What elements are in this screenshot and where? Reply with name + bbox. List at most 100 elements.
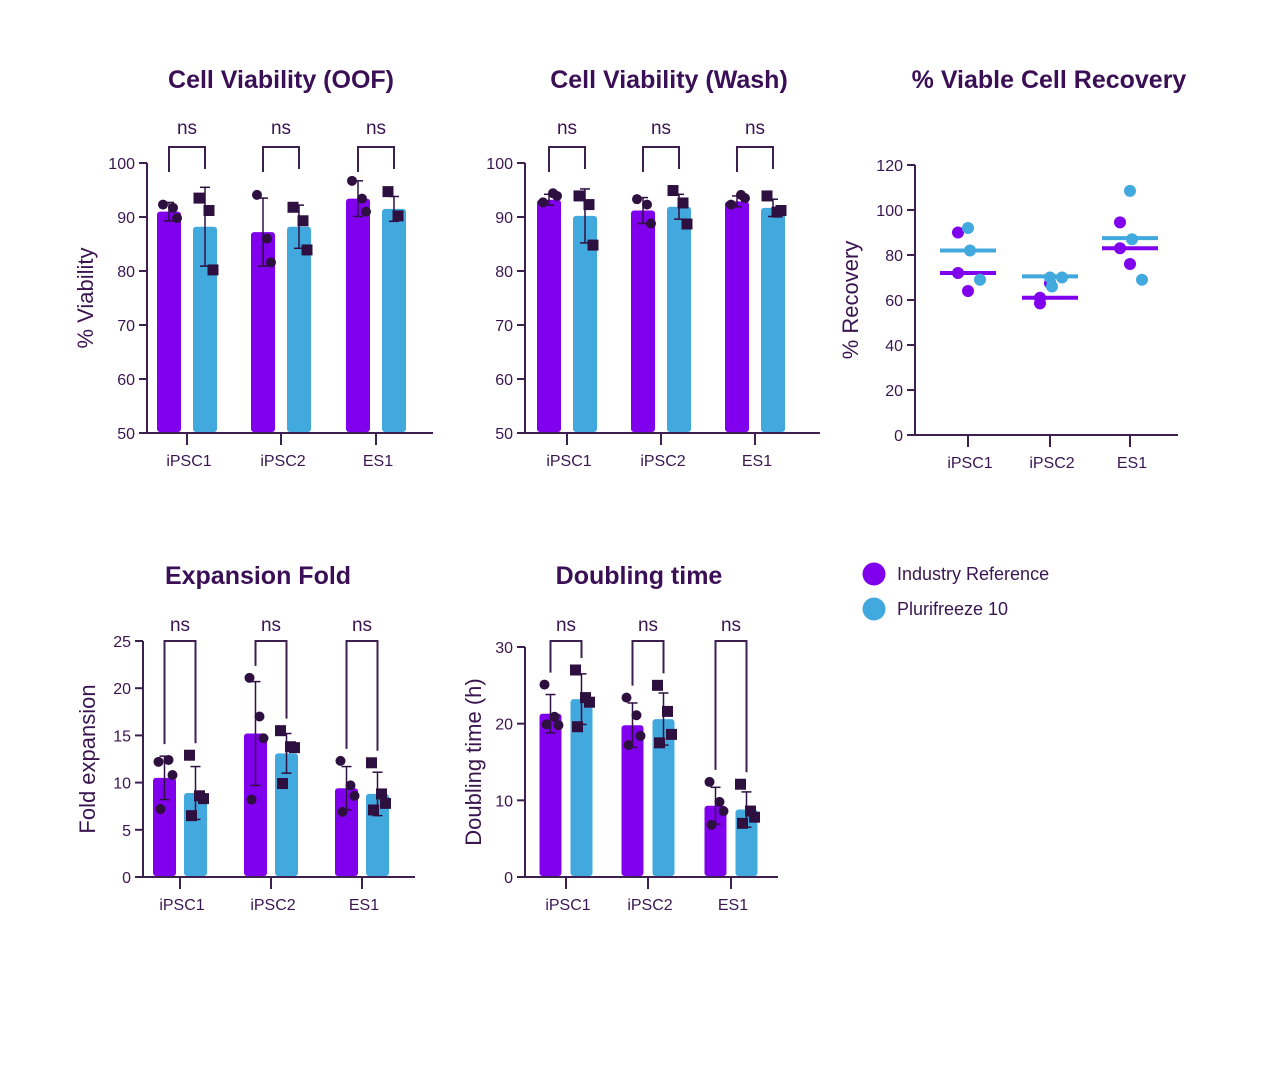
y-axis-label: % Recovery [838, 241, 863, 360]
data-point-square [761, 190, 773, 202]
data-point-square [376, 788, 387, 800]
x-tick-label: iPSC2 [1029, 455, 1074, 472]
data-point-circle [623, 740, 634, 751]
data-point-circle [335, 755, 346, 766]
chart-title: Doubling time [556, 562, 723, 590]
y-tick-label: 80 [495, 264, 513, 281]
bar-plurifreeze-10 [193, 226, 217, 432]
data-point-circle [549, 711, 560, 722]
y-tick-label: 0 [894, 428, 903, 445]
point-plurifreeze-10 [974, 273, 986, 286]
data-point-square [573, 190, 585, 202]
point-industry-reference [1114, 242, 1126, 255]
data-point-square [775, 205, 787, 217]
bar-industry-reference [153, 777, 176, 876]
data-point-circle [266, 257, 276, 268]
x-tick-label: iPSC1 [546, 453, 591, 470]
data-point-circle [726, 199, 736, 210]
bar-plurifreeze-10 [573, 215, 597, 432]
data-point-circle [646, 218, 656, 229]
data-point-square [749, 811, 760, 823]
bar-plurifreeze-10 [761, 207, 785, 432]
bar-industry-reference [631, 210, 655, 432]
significance-bracket [163, 640, 197, 745]
point-plurifreeze-10 [1124, 184, 1136, 197]
significance-bracket [357, 146, 395, 172]
bar-plurifreeze-10 [382, 208, 406, 432]
data-point-circle [541, 719, 552, 730]
data-point-square [366, 757, 377, 769]
data-point-circle [262, 233, 272, 244]
y-tick-label: 25 [113, 634, 131, 651]
significance-bracket [168, 146, 206, 172]
significance-bracket [736, 146, 774, 172]
chart-2: % Viable Cell Recovery % Recovery 0 20 40 60 8… [838, 66, 1186, 472]
data-point-circle [345, 780, 356, 791]
y-tick-label: 60 [885, 293, 903, 310]
chart-4: Doubling time Doubling time (h) 0 10 20 30 iPS… [461, 562, 778, 914]
significance-label: ns [721, 615, 741, 636]
y-axis-label: % Viability [73, 247, 98, 348]
data-point-circle [258, 733, 269, 744]
y-tick-label: 20 [885, 383, 903, 400]
bar-industry-reference [157, 211, 181, 432]
legend-swatch [862, 597, 886, 621]
y-tick-label: 5 [122, 823, 131, 840]
y-tick-label: 100 [876, 203, 903, 220]
data-point-circle [631, 710, 642, 721]
chart-title: Cell Viability (Wash) [550, 66, 788, 94]
data-point-square [652, 679, 663, 691]
data-point-square [297, 215, 309, 227]
x-tick-label: iPSC2 [627, 897, 672, 914]
y-tick-label: 60 [117, 372, 135, 389]
significance-bracket [262, 146, 300, 172]
point-plurifreeze-10 [1136, 273, 1148, 286]
data-point-circle [706, 819, 717, 830]
x-tick-label: iPSC2 [250, 897, 295, 914]
y-tick-label: 0 [122, 870, 131, 887]
y-axis-label: Doubling time (h) [461, 678, 486, 846]
x-tick-label: iPSC1 [545, 897, 590, 914]
data-point-circle [244, 672, 255, 683]
significance-label: ns [170, 615, 190, 636]
y-tick-label: 20 [113, 681, 131, 698]
data-point-circle [635, 730, 646, 741]
data-point-circle [254, 711, 265, 722]
chart-1: Cell Viability (Wash) 50 60 70 80 90 100 iPSC1 i… [486, 66, 820, 470]
data-point-square [677, 197, 689, 209]
point-industry-reference [952, 267, 964, 279]
point-plurifreeze-10 [1046, 280, 1058, 293]
data-point-square [584, 696, 595, 708]
bar-industry-reference [539, 713, 562, 876]
data-point-square [275, 725, 286, 737]
y-axis-label: Fold expansion [75, 684, 100, 833]
significance-label: ns [352, 615, 372, 636]
data-point-square [570, 664, 581, 676]
data-point-circle [357, 193, 367, 204]
significance-label: ns [745, 118, 765, 139]
x-tick-label: iPSC2 [260, 453, 305, 470]
y-tick-label: 90 [117, 210, 135, 227]
data-point-circle [704, 776, 715, 787]
data-point-square [287, 201, 299, 213]
x-tick-label: ES1 [718, 897, 748, 914]
bar-plurifreeze-10 [287, 226, 311, 432]
x-tick-label: ES1 [742, 453, 772, 470]
legend: Industry Reference Plurifreeze 10 [862, 562, 1049, 621]
y-tick-label: 50 [117, 426, 135, 443]
data-point-circle [246, 794, 257, 805]
data-point-square [666, 728, 677, 740]
data-point-circle [539, 679, 550, 690]
significance-bracket [254, 640, 288, 719]
chart-title: % Viable Cell Recovery [912, 66, 1187, 94]
bar-industry-reference [251, 232, 275, 432]
point-industry-reference [1124, 258, 1136, 270]
x-tick-label: ES1 [363, 453, 393, 470]
data-point-circle [252, 189, 262, 200]
data-point-circle [553, 720, 564, 731]
data-point-circle [337, 806, 348, 817]
data-point-circle [155, 804, 166, 815]
data-point-circle [552, 190, 562, 201]
point-plurifreeze-10 [962, 222, 974, 234]
